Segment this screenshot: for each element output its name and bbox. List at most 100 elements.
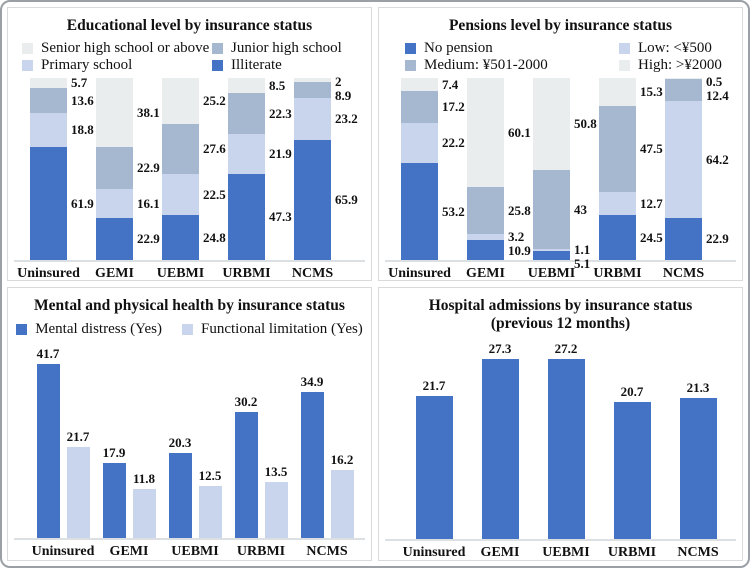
x-tick-label: NCMS	[291, 266, 334, 281]
value-label: 21.9	[269, 145, 292, 161]
value-label: 22.9	[706, 231, 729, 247]
legend-item: Senior high school or above	[22, 40, 212, 57]
panel-pensions: Pensions level by insurance status No pe…	[378, 7, 743, 281]
legend-label: High: >¥2000	[638, 57, 722, 73]
bar-segment	[228, 78, 265, 94]
value-label: 47.5	[640, 141, 663, 157]
tick-slot: GEMI	[466, 265, 533, 280]
bar-segment	[665, 101, 702, 219]
bar-group: 27.3	[467, 341, 533, 539]
stacked-bar	[665, 78, 702, 260]
bar-segment	[294, 81, 331, 98]
bar	[132, 488, 156, 538]
legend-label: Primary school	[41, 57, 133, 73]
bar-group: 34.9 16.2	[294, 350, 360, 538]
value-label: 41.7	[36, 345, 60, 361]
x-tick-label: URBMI	[236, 544, 286, 559]
value-label: 3.2	[508, 229, 525, 245]
bar-segment	[228, 93, 265, 135]
value-label: 17.9	[102, 445, 126, 461]
bar-column: 20.7	[613, 341, 651, 539]
legend-label: Illiterate	[231, 57, 282, 73]
bar-slot: 15.3 47.5 12.7 24.5	[599, 78, 665, 260]
panel-hospital: Hospital admissions by insurance status …	[378, 287, 743, 561]
legend-item: High: >¥2000	[619, 57, 742, 74]
legend-label: Low: <¥500	[638, 40, 712, 56]
chart-pensions: 7.4 17.2 22.2 53.2 60.1 25.8 3.2 10.9 50.8 43 1.1 5…	[379, 75, 742, 280]
bar-segment	[467, 234, 504, 241]
chart-title-health: Mental and physical health by insurance …	[34, 297, 345, 314]
bar	[264, 481, 288, 538]
bar-segment	[228, 134, 265, 174]
legend-swatch	[212, 60, 223, 71]
bar-column: 27.2	[547, 341, 585, 539]
x-tick-label: UEBMI	[171, 544, 219, 559]
value-label: 8.5	[269, 77, 286, 93]
bar-column: 21.7	[415, 341, 453, 539]
value-label: 7.4	[442, 76, 459, 92]
x-axis-line	[385, 539, 736, 541]
legend-item: Illiterate	[212, 57, 371, 74]
bar-column: 21.7	[66, 350, 90, 538]
bar	[234, 411, 258, 538]
legend-label: Medium: ¥501-2000	[424, 57, 548, 73]
bar	[481, 358, 519, 539]
value-label: 38.1	[137, 104, 160, 120]
x-tick-label: NCMS	[677, 545, 719, 560]
bar-segment	[162, 214, 199, 260]
bar-segment	[30, 147, 67, 260]
tick-slot: Uninsured	[17, 265, 96, 280]
bar-segment	[401, 78, 438, 92]
legend-swatch	[212, 43, 223, 54]
x-tick-label: UEBMI	[542, 545, 590, 560]
bar-segment	[467, 187, 504, 235]
bar-group: 21.7	[401, 341, 467, 539]
bar-column: 34.9	[300, 350, 324, 538]
bar-segment	[30, 113, 67, 148]
legend-swatch	[405, 43, 416, 54]
bar-segment	[294, 140, 331, 260]
value-label: 18.8	[71, 122, 94, 138]
legend-health: Mental distress (Yes) Functional limitati…	[8, 321, 371, 338]
x-axis-ticks: Uninsured GEMI UEBMI URBMI NCMS	[379, 265, 742, 280]
x-axis-ticks: Uninsured GEMI UEBMI URBMI NCMS	[379, 544, 742, 560]
legend-swatch	[16, 324, 28, 335]
bar-segment	[599, 105, 636, 193]
bar-segment	[30, 78, 67, 89]
tick-slot: Uninsured	[388, 265, 467, 280]
legend-item: Primary school	[22, 57, 212, 74]
value-label: 25.8	[508, 202, 531, 218]
bar	[66, 447, 90, 538]
tick-slot: NCMS	[663, 265, 731, 280]
bar-slot: 60.1 25.8 3.2 10.9	[467, 78, 533, 260]
bar-column: 12.5	[198, 350, 222, 538]
bar-column: 20.3	[168, 350, 192, 538]
bar-group: 20.3 12.5	[162, 350, 228, 538]
bar	[679, 398, 717, 539]
value-label: 61.9	[71, 195, 94, 211]
bar-segment	[162, 77, 199, 124]
value-label: 24.5	[640, 229, 663, 245]
legend-item: Medium: ¥501-2000	[405, 57, 619, 74]
value-label: 34.9	[300, 374, 324, 390]
legend-swatch	[22, 43, 33, 54]
legend-item: No pension	[405, 40, 619, 57]
tick-slot: NCMS	[665, 544, 731, 560]
legend-item: Low: <¥500	[619, 40, 742, 57]
bar-column: 11.8	[132, 350, 156, 538]
legend-item: Junior high school	[212, 40, 371, 57]
bar	[168, 453, 192, 538]
value-label: 21.3	[686, 380, 710, 396]
bar-segment	[401, 163, 438, 260]
chart-title-hospital: Hospital admissions by insurance status	[428, 297, 693, 314]
x-axis-line	[14, 538, 365, 540]
tick-slot: URBMI	[228, 543, 294, 560]
x-tick-label: Uninsured	[31, 544, 95, 559]
tick-slot: Uninsured	[30, 543, 96, 560]
tick-slot: UEBMI	[533, 544, 599, 560]
bar-segment	[162, 123, 199, 174]
bar-segment	[294, 78, 331, 82]
value-label: 11.8	[132, 470, 156, 486]
value-label: 22.9	[137, 160, 160, 176]
